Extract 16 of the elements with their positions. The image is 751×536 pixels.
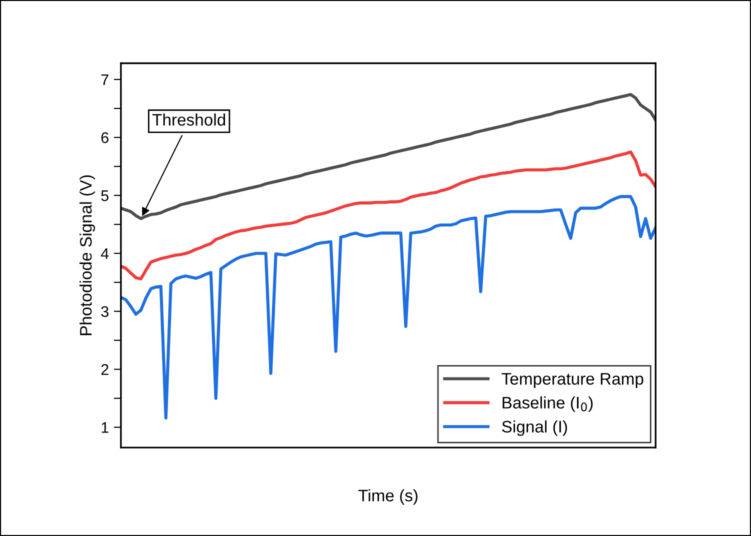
y-axis-title: Photodiode Signal (V): [80, 175, 96, 336]
line-series: [120, 150, 656, 280]
line-series: [120, 93, 656, 220]
y-tick-label: 3: [101, 306, 108, 318]
line-series: [120, 195, 656, 420]
annotation: Threshold: [152, 113, 226, 126]
y-tick-label: 7: [101, 74, 108, 86]
x-axis-title: Time (s): [358, 489, 418, 505]
y-tick-label: 4: [100, 248, 109, 259]
legend-label: Signal (I): [502, 420, 567, 436]
y-tick-label: 5: [101, 190, 108, 202]
y-tick-label: 6: [101, 132, 108, 144]
legend-label: Baseline (I$_{0}$): [502, 396, 593, 412]
y-tick-label: 1: [102, 422, 108, 433]
y-tick-label: 2: [101, 364, 108, 375]
legend-label: Temperature Ramp: [502, 373, 644, 388]
